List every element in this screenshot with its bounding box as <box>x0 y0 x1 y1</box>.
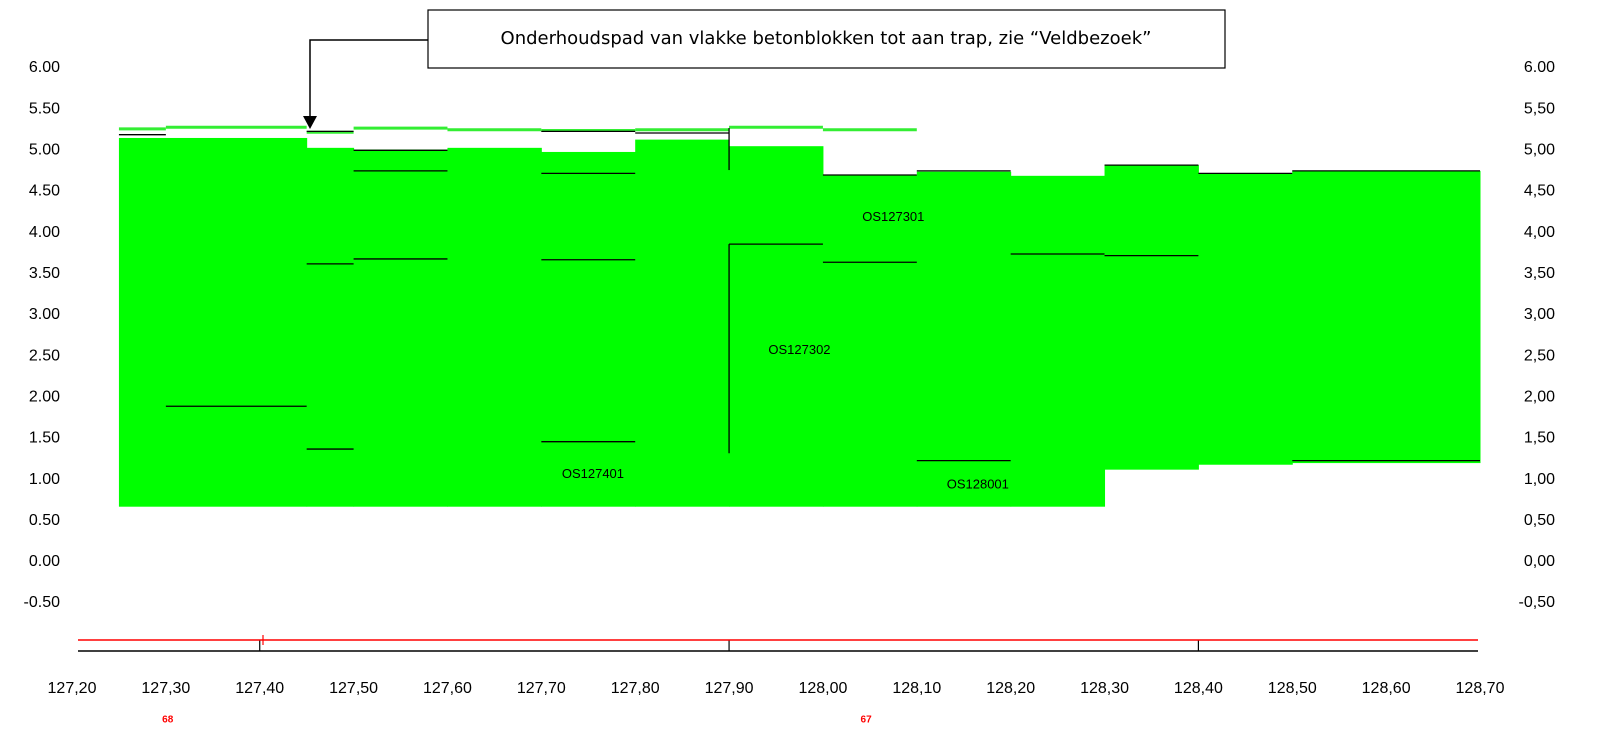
y-tick-label: 3.50 <box>29 265 60 282</box>
y2-tick-label: -0,50 <box>1519 594 1556 611</box>
y2-tick-label: 5,50 <box>1524 100 1555 117</box>
block <box>1104 165 1199 470</box>
structure-label: OS127301 <box>862 209 924 224</box>
x-tick-label: 128,70 <box>1456 680 1505 697</box>
y2-tick-label: 3,50 <box>1524 265 1555 282</box>
y-tick-label: 2.00 <box>29 388 60 405</box>
marker-label: 67 <box>861 715 873 726</box>
block <box>822 175 918 507</box>
x-tick-label: 127,90 <box>705 680 754 697</box>
block <box>916 171 1012 507</box>
y-tick-label: 1.50 <box>29 430 60 447</box>
y2-tick-label: 2,50 <box>1524 347 1555 364</box>
block <box>306 147 355 507</box>
y-tick-label: 2.50 <box>29 347 60 364</box>
x-tick-label: 127,40 <box>235 680 284 697</box>
y-tick-label: 5.00 <box>29 142 60 159</box>
annotation: Onderhoudspad van vlakke betonblokken to… <box>501 28 1152 49</box>
block <box>353 149 448 507</box>
y-tick-label: -0.50 <box>24 594 61 611</box>
x-tick-label: 128,40 <box>1174 680 1223 697</box>
y2-tick-label: 1,00 <box>1524 471 1555 488</box>
block <box>1198 173 1293 465</box>
x-tick-label: 128,30 <box>1080 680 1129 697</box>
y2-tick-label: 0,50 <box>1524 512 1555 529</box>
block <box>729 146 824 507</box>
block <box>1292 170 1481 464</box>
block <box>635 139 730 507</box>
y2-tick-label: 4,50 <box>1524 183 1555 200</box>
y-tick-label: 1.00 <box>29 471 60 488</box>
block <box>447 147 542 507</box>
x-tick-label: 128,00 <box>798 680 847 697</box>
y2-tick-label: 6.00 <box>1524 59 1555 76</box>
annotation-box <box>427 9 1226 69</box>
x-tick-label: 128,60 <box>1362 680 1411 697</box>
x-tick-label: 127,30 <box>141 680 190 697</box>
y2-tick-label: 2,00 <box>1524 388 1555 405</box>
y-tick-label: 4.50 <box>29 183 60 200</box>
x-tick-label: 127,70 <box>517 680 566 697</box>
marker-label: 68 <box>162 715 174 726</box>
block <box>118 137 308 507</box>
y-tick-label: 6.00 <box>29 59 60 76</box>
y2-tick-label: 5,00 <box>1524 142 1555 159</box>
block <box>541 151 636 507</box>
y-tick-label: 3.00 <box>29 306 60 323</box>
y-tick-label: 0.50 <box>29 512 60 529</box>
x-tick-label: 128,20 <box>986 680 1035 697</box>
x-tick-label: 127,80 <box>611 680 660 697</box>
arrow-head <box>303 116 317 129</box>
block <box>1010 175 1106 507</box>
y-tick-label: 0.00 <box>29 553 60 570</box>
structure-label: OS127401 <box>562 466 624 481</box>
y2-tick-label: 4,00 <box>1524 224 1555 241</box>
x-tick-label: 127,60 <box>423 680 472 697</box>
structure-label: OS127302 <box>768 342 830 357</box>
y2-tick-label: 1,50 <box>1524 430 1555 447</box>
x-tick-label: 128,10 <box>892 680 941 697</box>
x-tick-label: 128,50 <box>1268 680 1317 697</box>
x-tick-label: 127,50 <box>329 680 378 697</box>
x-tick-label: 127,20 <box>48 680 97 697</box>
structure-label: OS128001 <box>947 477 1009 492</box>
plot: OS127401 OS127301 OS127302 OS128001 6.00 5.50… <box>24 59 1556 725</box>
y2-tick-label: 0,00 <box>1524 553 1555 570</box>
y-tick-label: 4.00 <box>29 224 60 241</box>
y-tick-label: 5.50 <box>29 100 60 117</box>
annotation-arrow <box>309 39 428 118</box>
y2-tick-label: 3,00 <box>1524 306 1555 323</box>
